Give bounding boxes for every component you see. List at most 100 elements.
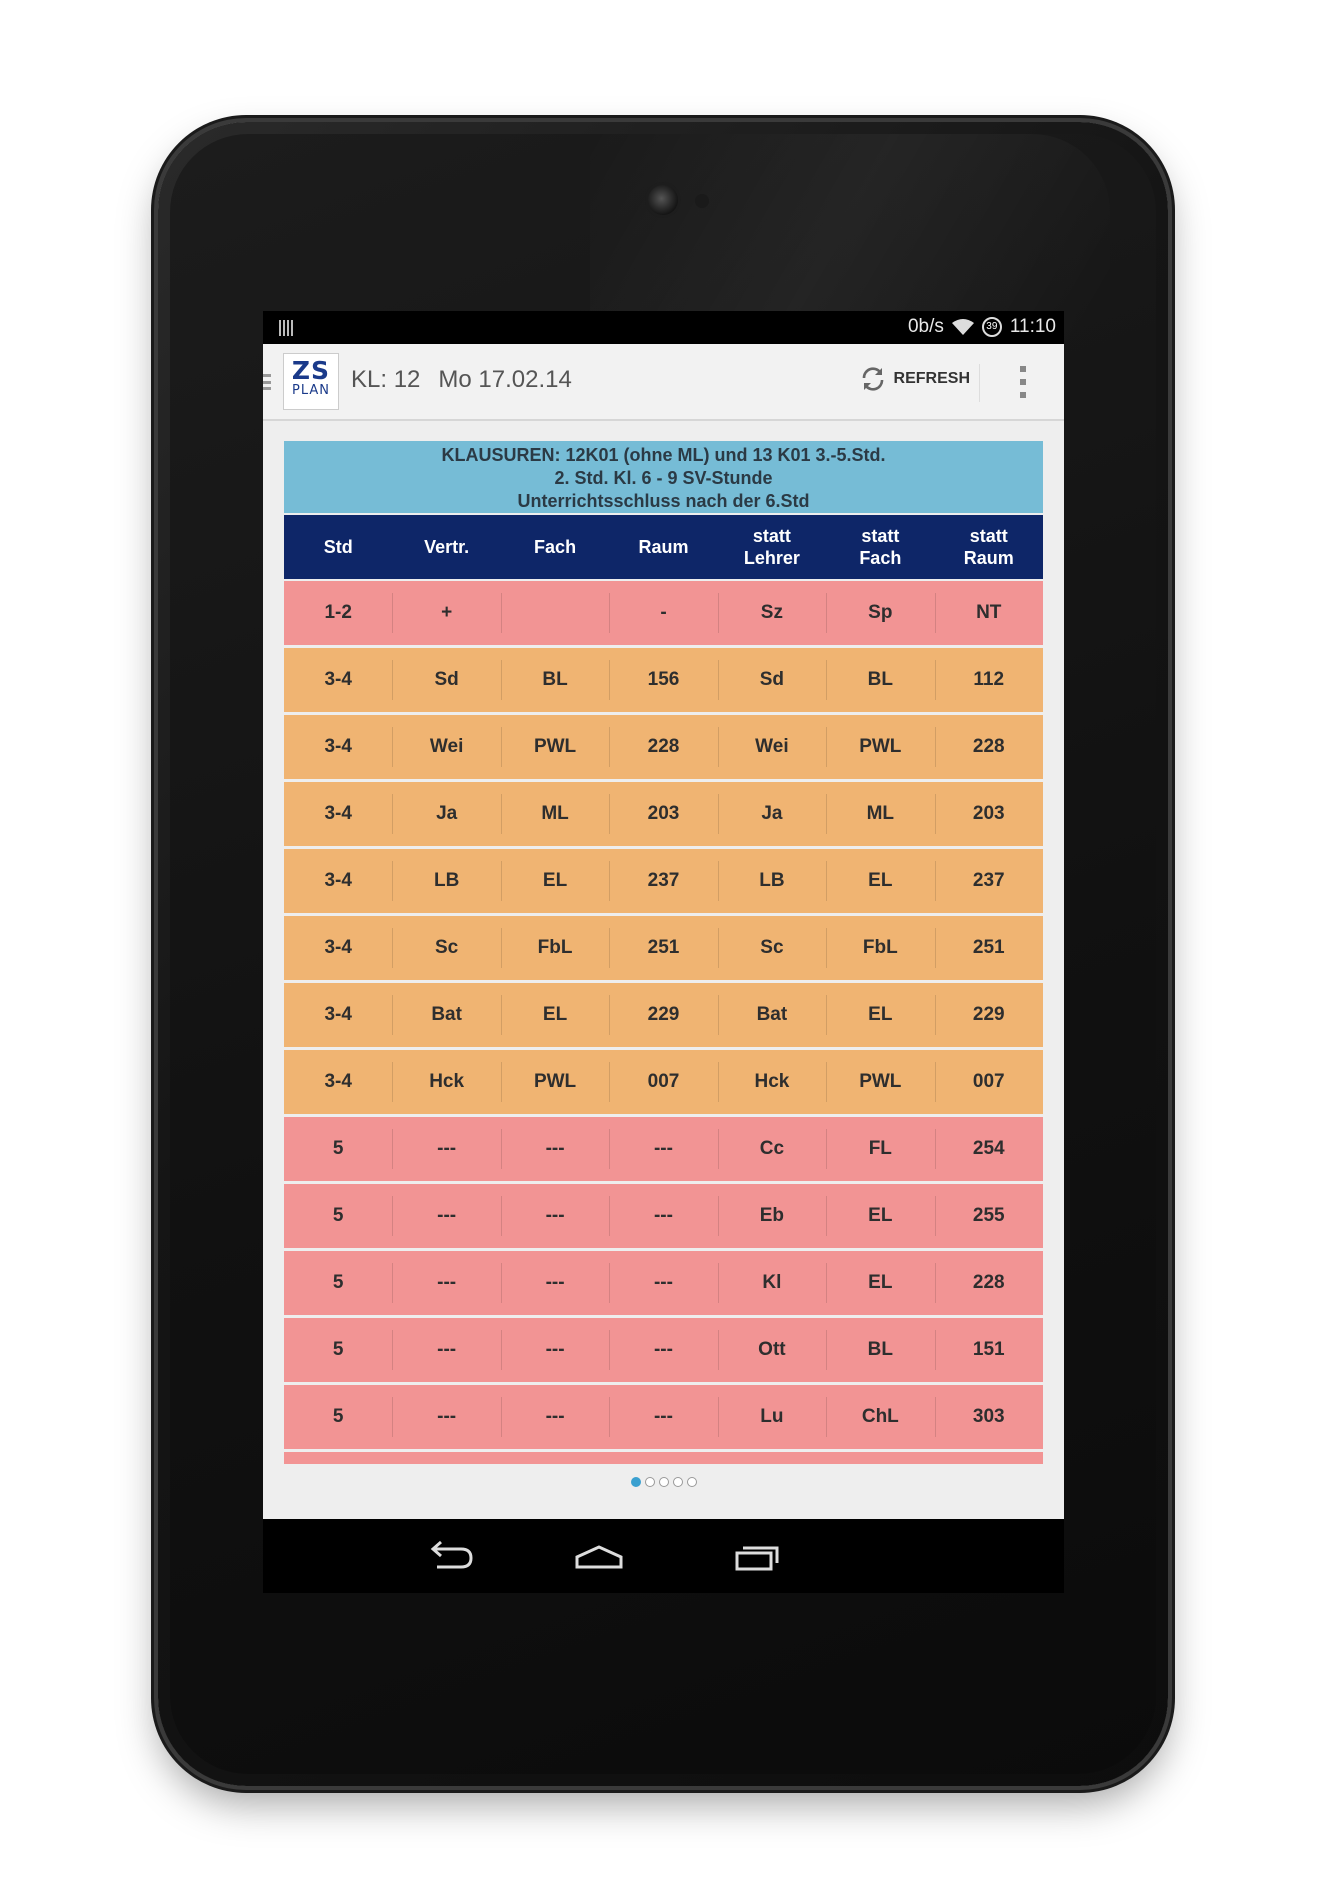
page-dot[interactable] [644, 1477, 655, 1487]
refresh-icon [862, 367, 883, 391]
wifi-icon [951, 319, 974, 335]
table-cell: 228 [934, 1251, 1043, 1315]
table-row[interactable]: 3-4 Hck PWL 007 Hck PWL 007 [284, 1050, 1043, 1114]
table-row[interactable]: 3-4 Sc FbL 251 Sc FbL 251 [284, 916, 1043, 980]
table-cell: --- [500, 1251, 609, 1315]
table-cell: Eb [717, 1184, 826, 1248]
table-row[interactable]: 5 --- --- --- Lu ChL 303 [284, 1385, 1043, 1449]
table-header: Std Vertr. Fach Raum statt Lehrer statt Fach sta… [284, 515, 1043, 579]
page-title: KL: 12 Mo 17.02.14 [351, 366, 590, 394]
table-cell: BL [500, 648, 609, 712]
page-dot[interactable] [686, 1477, 697, 1487]
action-bar-divider [979, 364, 980, 402]
status-bar: 0b/s 39 11:10 [263, 311, 1064, 344]
table-cell: Ott [717, 1318, 826, 1382]
table-row[interactable]: 1-2 + - Sz Sp NT [284, 581, 1043, 645]
page-dot[interactable] [658, 1477, 669, 1487]
table-cell: - [609, 581, 717, 645]
page-dot[interactable] [630, 1477, 641, 1487]
table-cell: 007 [934, 1050, 1043, 1114]
table-cell: Lu [717, 1385, 826, 1449]
info-line-1: KLAUSUREN: 12K01 (ohne ML) und 13 K01 3.… [441, 445, 886, 465]
table-row[interactable]: 5 --- --- --- Cc FL 254 [284, 1117, 1043, 1181]
table-cell: 228 [609, 715, 717, 779]
status-right-group: 0b/s 39 11:10 [908, 316, 1056, 338]
table-cell: 254 [934, 1117, 1043, 1181]
table-cell: EL [826, 1251, 934, 1315]
network-speed: 0b/s [907, 316, 944, 337]
table-cell: 237 [609, 849, 717, 913]
overflow-menu-icon[interactable] [1018, 366, 1028, 398]
page-indicator [263, 1477, 1064, 1487]
table-row[interactable]: 3-4 Bat EL 229 Bat EL 229 [284, 983, 1043, 1047]
table-row[interactable]: 3-4 Ja ML 203 Ja ML 203 [284, 782, 1043, 846]
table-cell: 3-4 [324, 669, 352, 690]
table-cell: PWL [500, 715, 609, 779]
recents-icon[interactable] [727, 1537, 787, 1577]
info-line-2: 2. Std. Kl. 6 - 9 SV-Stunde [554, 468, 773, 488]
logo-text-plan: PLAN [292, 383, 330, 398]
light-sensor [695, 194, 709, 208]
table-cell: NT [934, 581, 1043, 645]
table-body: 1-2 + - Sz Sp NT 3-4 Sd BL 156 Sd BL 112 3-4 Wei PWL 228… [284, 581, 1043, 1467]
table-cell: Sz [717, 581, 826, 645]
table-row-partial [284, 1452, 1043, 1464]
battery-icon: 39 [981, 317, 1002, 337]
table-cell: FbL [826, 916, 934, 980]
device-screen: 0b/s 39 11:10 ZS PLAN KL: 12 Mo 17.02.14 … [263, 311, 1064, 1593]
table-row[interactable]: 5 --- --- --- Ott BL 151 [284, 1318, 1043, 1382]
home-icon[interactable] [569, 1537, 629, 1577]
table-cell: Sc [392, 916, 500, 980]
table-row[interactable]: 5 --- --- --- Eb EL 255 [284, 1184, 1043, 1248]
table-cell: --- [392, 1318, 500, 1382]
navigation-bar [263, 1519, 1064, 1593]
table-cell: 3-4 [324, 937, 352, 958]
table-cell: BL [826, 648, 934, 712]
table-cell: --- [609, 1117, 717, 1181]
table-cell: Sc [717, 916, 826, 980]
drawer-indicator-icon[interactable] [263, 374, 271, 390]
table-cell: 255 [934, 1184, 1043, 1248]
table-cell: 007 [609, 1050, 717, 1114]
table-cell: 5 [332, 1205, 344, 1226]
table-cell: --- [609, 1184, 717, 1248]
table-cell: BL [826, 1318, 934, 1382]
page-dot[interactable] [672, 1477, 683, 1487]
table-row[interactable]: 3-4 Wei PWL 228 Wei PWL 228 [284, 715, 1043, 779]
refresh-label: REFRESH [893, 370, 970, 387]
table-row[interactable]: 3-4 Sd BL 156 Sd BL 112 [284, 648, 1043, 712]
table-cell: 3-4 [324, 870, 352, 891]
table-cell: Bat [392, 983, 500, 1047]
class-label: KL: 12 [351, 366, 421, 393]
table-cell: PWL [826, 1050, 934, 1114]
table-cell: PWL [500, 1050, 609, 1114]
clock: 11:10 [1009, 316, 1056, 337]
table-cell: 3-4 [324, 1004, 352, 1025]
table-cell: 1-2 [324, 602, 352, 623]
table-cell: --- [609, 1385, 717, 1449]
table-cell: --- [392, 1251, 500, 1315]
table-cell: 5 [332, 1138, 344, 1159]
table-cell: Hck [392, 1050, 500, 1114]
table-cell: --- [500, 1184, 609, 1248]
table-cell: ML [826, 782, 934, 846]
table-row[interactable]: 3-4 LB EL 237 LB EL 237 [284, 849, 1043, 913]
table-cell: Hck [717, 1050, 826, 1114]
table-cell: 151 [934, 1318, 1043, 1382]
table-cell: 251 [609, 916, 717, 980]
table-cell: Sd [392, 648, 500, 712]
table-cell: --- [500, 1385, 609, 1449]
table-cell: --- [609, 1318, 717, 1382]
table-cell: 228 [934, 715, 1043, 779]
refresh-button[interactable]: REFRESH [858, 364, 970, 394]
table-cell: 251 [934, 916, 1043, 980]
notification-icon [279, 320, 295, 336]
app-logo[interactable]: ZS PLAN [283, 353, 339, 410]
table-cell: Sp [826, 581, 934, 645]
info-box: KLAUSUREN: 12K01 (ohne ML) und 13 K01 3.… [284, 441, 1043, 513]
table-cell: Ja [392, 782, 500, 846]
table-cell: 3-4 [324, 803, 352, 824]
back-icon[interactable] [421, 1537, 481, 1577]
table-row[interactable]: 5 --- --- --- Kl EL 228 [284, 1251, 1043, 1315]
table-cell [500, 581, 609, 645]
